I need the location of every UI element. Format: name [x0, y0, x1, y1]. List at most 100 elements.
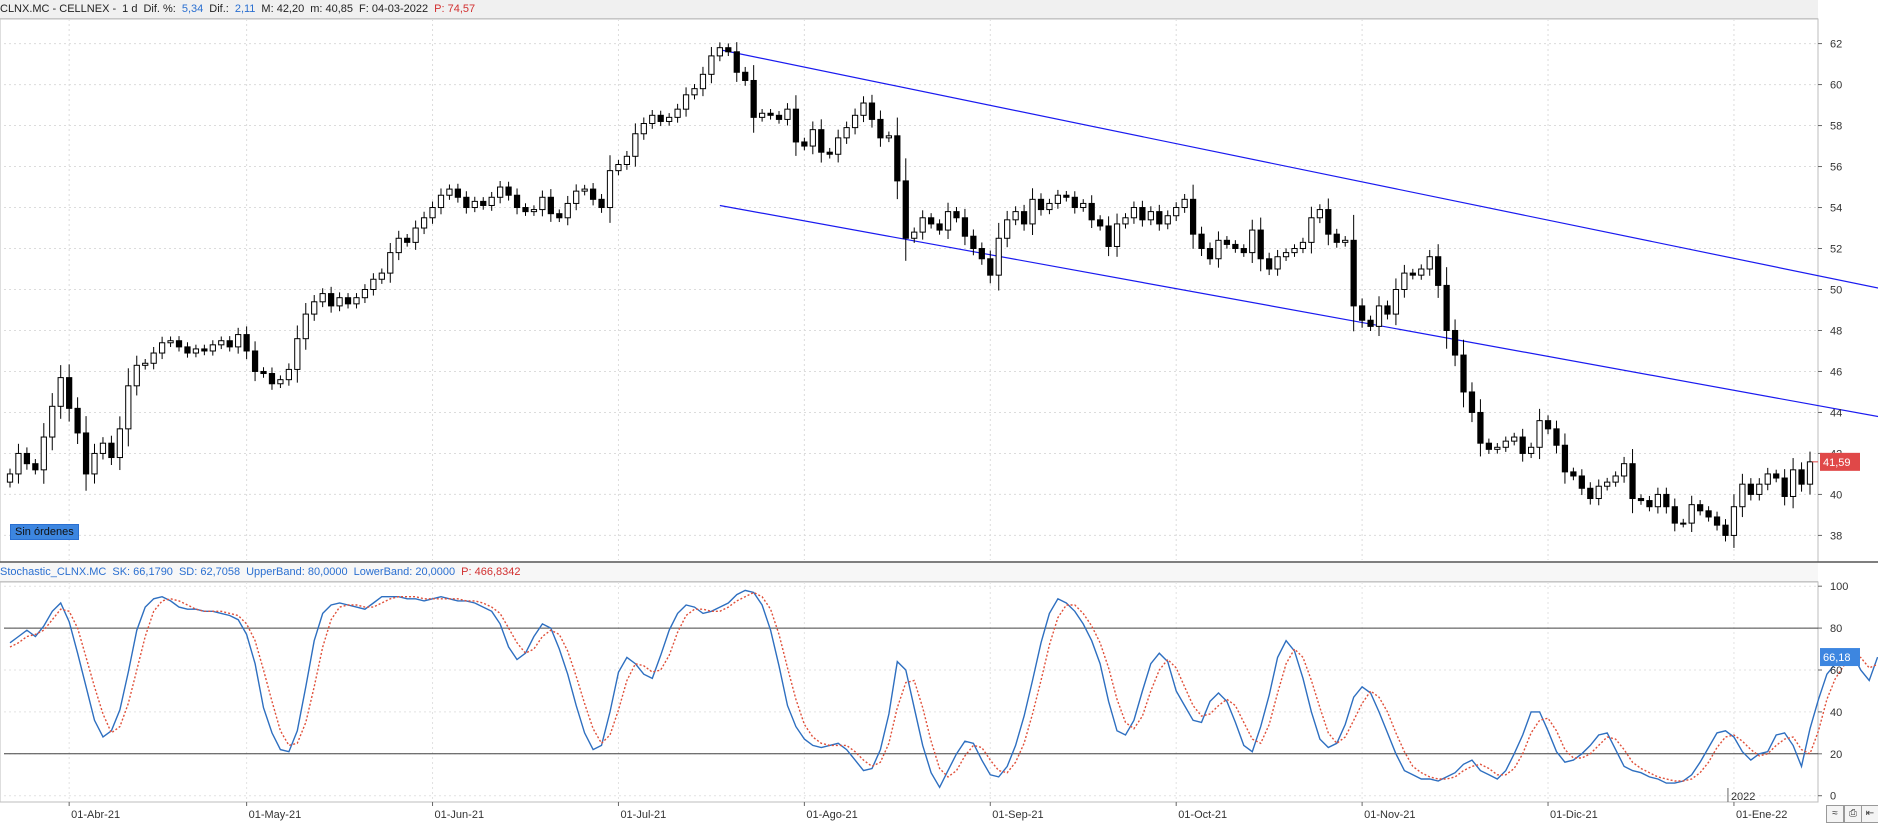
candle-up: [353, 297, 360, 305]
candle-up: [167, 340, 174, 344]
stochastic-panel-frame: [0, 581, 1819, 803]
candle-down: [1198, 233, 1205, 250]
candle-up: [1756, 483, 1763, 495]
candle-up: [437, 194, 445, 209]
candle-up: [1502, 440, 1509, 448]
candle-down: [1156, 211, 1163, 225]
candle-down: [226, 340, 233, 348]
candle-down: [1206, 248, 1214, 260]
price-tick-label: 62: [1830, 39, 1842, 51]
candle-up: [581, 188, 588, 192]
orders-badge[interactable]: Sin órdenes: [10, 524, 79, 540]
candle-down: [902, 180, 909, 239]
candle-down: [1266, 258, 1273, 270]
candle-up: [1375, 305, 1383, 327]
candle-down: [1587, 487, 1594, 500]
candle-up: [116, 428, 123, 459]
dif-pct-value: 5,34: [181, 3, 204, 15]
scroll-back-icon[interactable]: ⇤: [1861, 805, 1878, 823]
candle-down: [953, 211, 960, 219]
stochastic-tick-label: 60: [1830, 665, 1842, 677]
candle-up: [1029, 198, 1036, 225]
candle-up: [1688, 504, 1695, 524]
stochastic-tick-label: 80: [1830, 623, 1842, 635]
candle-down: [1629, 463, 1636, 500]
stochastic-name: Stochastic_CLNX.MC: [0, 566, 107, 578]
candle-down: [1350, 239, 1357, 307]
candle-down: [1570, 471, 1577, 477]
candle-up: [1620, 463, 1628, 477]
candle-down: [775, 114, 783, 120]
stochastic-sk: SK: 66,1790: [112, 566, 173, 578]
candle-up: [285, 368, 292, 381]
candle-down: [74, 407, 81, 434]
candle-up: [6, 473, 14, 483]
candle-up: [302, 313, 309, 340]
candle-up: [488, 196, 495, 206]
candle-down: [1435, 256, 1442, 286]
candle-up: [1342, 239, 1349, 243]
candle-down: [801, 141, 808, 147]
candle-down: [108, 442, 115, 459]
candle-down: [826, 151, 833, 155]
candle-up: [666, 116, 673, 122]
price-panel-frame: [0, 18, 1819, 563]
candle-down: [1798, 469, 1805, 485]
candle-down: [1367, 319, 1374, 327]
candle-down: [1409, 272, 1416, 276]
candle-up: [311, 301, 318, 315]
candle-down: [1097, 219, 1104, 227]
candle-up: [606, 170, 614, 209]
candle-down: [1460, 354, 1467, 393]
candle-down: [894, 135, 901, 182]
candle-down: [767, 112, 774, 116]
x-tick-label: 01-Sep-21: [992, 809, 1043, 821]
stochastic-series-sd: [9, 591, 1878, 782]
dif-label: Dif.:: [209, 3, 229, 15]
candle-down: [1646, 500, 1653, 508]
candle-up: [944, 211, 952, 231]
candle-down: [1773, 473, 1780, 479]
candle-up: [370, 278, 377, 290]
symbol-title: CLNX.MC - CELLNEX -: [0, 3, 117, 15]
candle-down: [1519, 436, 1526, 454]
save-chart-icon[interactable]: ⎙: [1844, 805, 1862, 823]
candle-up: [142, 362, 149, 366]
candle-down: [243, 334, 250, 352]
period-label: 1 d: [122, 3, 138, 15]
candle-down: [868, 102, 876, 120]
candle-down: [792, 108, 800, 143]
candle-up: [623, 155, 631, 165]
candle-up: [1764, 473, 1771, 485]
candle-up: [885, 135, 892, 139]
candle-up: [573, 190, 580, 204]
stochastic-lower: LowerBand: 20,0000: [353, 566, 456, 578]
candle-down: [522, 207, 529, 213]
candle-up: [40, 436, 47, 471]
candle-up: [1173, 207, 1180, 217]
candle-down: [344, 297, 352, 305]
price-tick-label: 46: [1830, 366, 1842, 378]
price-tick-label: 40: [1830, 489, 1842, 501]
candle-up: [319, 293, 326, 303]
candle-up: [420, 217, 428, 229]
candle-up: [640, 123, 647, 135]
year-marker-label: 2022: [1731, 791, 1755, 803]
p-label: P: 74,57: [434, 3, 476, 15]
stochastic-tick-label: 0: [1830, 791, 1836, 803]
candle-down: [513, 194, 521, 209]
zoom-chart-icon[interactable]: ≈: [1826, 805, 1844, 823]
candle-up: [539, 196, 546, 211]
candle-down: [1063, 194, 1070, 198]
x-tick-label: 01-Ene-22: [1736, 809, 1787, 821]
candle-down: [1088, 202, 1095, 221]
channel-line-lower: [719, 204, 1878, 418]
last-price-tag: [1820, 452, 1860, 471]
price-tick-label: 58: [1830, 121, 1842, 133]
candle-up: [1282, 252, 1290, 258]
candle-up: [1730, 506, 1738, 536]
x-tick-label: 01-Oct-21: [1178, 809, 1227, 821]
candle-up: [99, 442, 107, 454]
candle-up: [1130, 207, 1138, 219]
